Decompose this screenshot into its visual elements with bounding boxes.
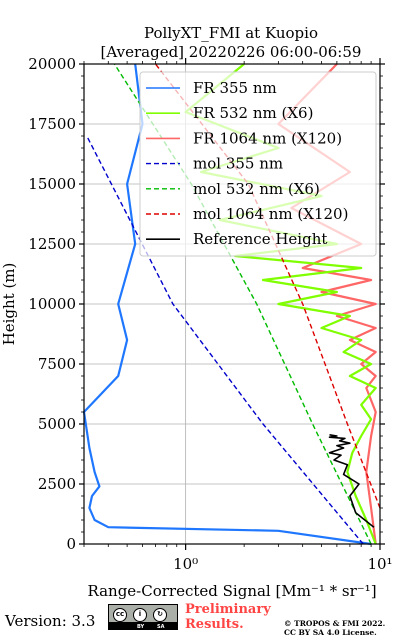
x-tick-label: 10¹ xyxy=(367,555,392,573)
preliminary-line-2: Results. xyxy=(185,617,244,632)
y-tick-label: 17500 xyxy=(28,115,76,133)
by-circle-icon: i xyxy=(133,608,147,622)
series-line-6 xyxy=(328,434,375,528)
cc-by-sa-icon: cc i ↻ BY SA xyxy=(108,604,178,630)
x-tick-label: 10⁰ xyxy=(173,555,198,573)
y-tick-label: 12500 xyxy=(28,235,76,253)
legend-label-3: mol 355 nm xyxy=(193,155,283,173)
y-tick-label: 15000 xyxy=(28,175,76,193)
sa-circle-icon: ↻ xyxy=(153,608,167,622)
legend-label-0: FR 355 nm xyxy=(193,79,277,97)
legend-label-6: Reference Height xyxy=(193,230,327,248)
y-tick-label: 0 xyxy=(66,535,76,553)
preliminary-line-1: Preliminary xyxy=(185,602,271,617)
chart-title-line-1: PollyXT_FMI at Kuopio xyxy=(144,24,318,42)
legend-label-4: mol 532 nm (X6) xyxy=(193,180,320,198)
cc-circle-icon: cc xyxy=(113,608,127,622)
legend-box xyxy=(139,71,377,257)
y-axis-label: Height (m) xyxy=(0,263,18,346)
copyright-notice: © TROPOS & FMI 2022. CC BY SA 4.0 Licens… xyxy=(284,619,385,637)
plot-area: 0 2500 5000 7500 10000 12500 15000 17500 20000 10… xyxy=(28,55,392,573)
y-tick-label: 10000 xyxy=(28,295,76,313)
legend-label-1: FR 532 nm (X6) xyxy=(193,104,313,122)
copyright-line-1: © TROPOS & FMI 2022. xyxy=(284,619,386,628)
y-tick-label: 7500 xyxy=(38,355,76,373)
y-tick-label: 5000 xyxy=(38,415,76,433)
y-tick-label: 20000 xyxy=(28,55,76,73)
legend-label-5: mol 1064 nm (X120) xyxy=(193,205,348,223)
chart-title-line-2: [Averaged] 20220226 06:00-06:59 xyxy=(101,43,362,61)
copyright-line-2: CC BY SA 4.0 License. xyxy=(284,628,377,637)
series-line-3 xyxy=(86,135,364,545)
legend-label-2: FR 1064 nm (X120) xyxy=(193,129,342,147)
y-tick-label: 2500 xyxy=(38,475,76,493)
chart-canvas: PollyXT_FMI at Kuopio [Averaged] 2022022… xyxy=(0,24,393,600)
x-axis-label: Range-Corrected Signal [Mm⁻¹ * sr⁻¹] xyxy=(87,582,376,600)
preliminary-results-label: Preliminary Results. xyxy=(185,602,271,632)
version-label: Version: 3.3 xyxy=(5,612,96,630)
